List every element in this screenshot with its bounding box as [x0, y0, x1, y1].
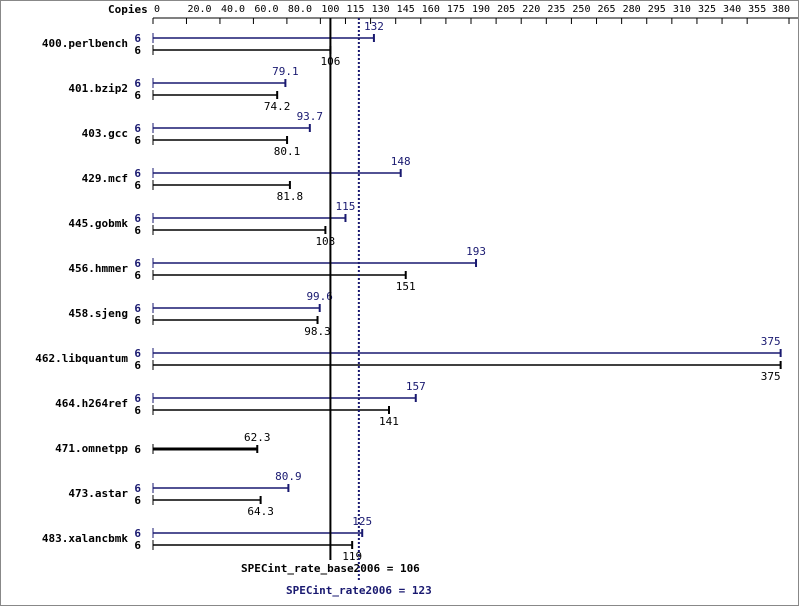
copies-label: 6	[134, 77, 141, 90]
copies-label: 6	[134, 167, 141, 180]
value-label: 157	[406, 380, 426, 393]
copies-label: 6	[134, 527, 141, 540]
copies-label: 6	[134, 257, 141, 270]
value-label: 79.1	[272, 65, 299, 78]
value-label: 81.8	[277, 190, 304, 203]
value-label: 93.7	[297, 110, 324, 123]
copies-label: 6	[134, 224, 141, 237]
x-tick-label: 20.0	[187, 4, 211, 15]
value-label: 74.2	[264, 100, 291, 113]
value-label: 103	[315, 235, 335, 248]
x-tick-label: 250	[572, 4, 590, 15]
x-tick-label: 80.0	[288, 4, 312, 15]
x-tick-label: 265	[598, 4, 616, 15]
copies-label: 6	[134, 539, 141, 552]
value-label: 62.3	[244, 431, 271, 444]
copies-label: 6	[134, 314, 141, 327]
x-tick-label: 160	[422, 4, 440, 15]
x-tick-label: 60.0	[254, 4, 278, 15]
x-tick-label: 100	[321, 4, 339, 15]
x-tick-label: 325	[698, 4, 716, 15]
x-tick-label: 115	[346, 4, 364, 15]
value-label: 115	[336, 200, 356, 213]
category-label: 400.perlbench	[42, 37, 128, 50]
x-tick-label: 380	[772, 4, 790, 15]
copies-label: 6	[134, 359, 141, 372]
x-tick-label: 190	[472, 4, 490, 15]
value-label: 151	[396, 280, 416, 293]
category-label: 456.hmmer	[68, 262, 128, 275]
copies-label: 6	[134, 482, 141, 495]
copies-label: 6	[134, 494, 141, 507]
x-axis-label: Copies	[108, 3, 148, 16]
x-tick-label: 235	[547, 4, 565, 15]
copies-label: 6	[134, 443, 141, 456]
category-label: 473.astar	[68, 487, 128, 500]
category-label: 429.mcf	[82, 172, 128, 185]
copies-label: 6	[134, 212, 141, 225]
copies-label: 6	[134, 122, 141, 135]
copies-label: 6	[134, 404, 141, 417]
value-label: 193	[466, 245, 486, 258]
copies-label: 6	[134, 32, 141, 45]
x-tick-label: 40.0	[221, 4, 245, 15]
category-label: 458.sjeng	[68, 307, 128, 320]
x-tick-label: 295	[648, 4, 666, 15]
category-label: 401.bzip2	[68, 82, 128, 95]
value-label: 132	[364, 20, 384, 33]
category-label: 403.gcc	[82, 127, 128, 140]
x-tick-label: 175	[447, 4, 465, 15]
copies-label: 6	[134, 44, 141, 57]
category-label: 445.gobmk	[68, 217, 128, 230]
copies-label: 6	[134, 302, 141, 315]
reference-label: SPECint_rate_base2006 = 106	[241, 562, 420, 575]
x-tick-label: 220	[522, 4, 540, 15]
x-tick-label: 205	[497, 4, 515, 15]
x-tick-label: 130	[372, 4, 390, 15]
category-label: 471.omnetpp	[55, 442, 128, 455]
copies-label: 6	[134, 347, 141, 360]
value-label: 80.9	[275, 470, 302, 483]
copies-label: 6	[134, 134, 141, 147]
copies-label: 6	[134, 392, 141, 405]
category-label: 464.h264ref	[55, 397, 128, 410]
value-label: 125	[352, 515, 372, 528]
category-label: 483.xalancbmk	[42, 532, 128, 545]
x-tick-label: 280	[623, 4, 641, 15]
x-tick-label: 0	[154, 4, 160, 15]
value-label: 119	[342, 550, 362, 563]
value-label: 148	[391, 155, 411, 168]
x-tick-label: 355	[748, 4, 766, 15]
value-label: 99.6	[306, 290, 333, 303]
x-tick-label: 145	[397, 4, 415, 15]
copies-label: 6	[134, 179, 141, 192]
x-tick-label: 310	[673, 4, 691, 15]
value-label: 98.3	[304, 325, 331, 338]
value-label: 80.1	[274, 145, 301, 158]
category-label: 462.libquantum	[35, 352, 128, 365]
x-tick-label: 340	[723, 4, 741, 15]
reference-label: SPECint_rate2006 = 123	[286, 584, 432, 597]
copies-label: 6	[134, 269, 141, 282]
value-label: 375	[761, 370, 781, 383]
value-label: 141	[379, 415, 399, 428]
value-label: 375	[761, 335, 781, 348]
value-label: 64.3	[247, 505, 274, 518]
copies-label: 6	[134, 89, 141, 102]
